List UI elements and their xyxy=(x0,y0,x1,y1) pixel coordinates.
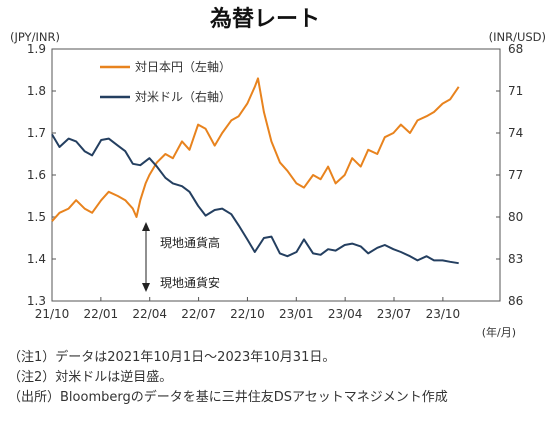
series-line-1 xyxy=(51,77,460,222)
right-tick-label: 71 xyxy=(508,84,523,98)
right-tick-label: 86 xyxy=(508,294,523,308)
x-tick-label: 22/04 xyxy=(132,307,167,321)
x-unit-label: (年/月) xyxy=(482,325,516,339)
left-axis-label: (JPY/INR) xyxy=(10,30,60,44)
left-tick-label: 1.8 xyxy=(27,84,46,98)
footnotes: （注1）データは2021年10月1日～2023年10月31日。 （注2）対米ドル… xyxy=(8,348,448,408)
exchange-rate-chart: 為替レート (JPY/INR) (INR/USD) 1.9 1.8 1.7 1.6 1.5 1.… xyxy=(10,6,546,339)
footnote-1: （注1）データは2021年10月1日～2023年10月31日。 xyxy=(8,350,336,365)
x-tick-label: 22/10 xyxy=(230,307,265,321)
right-tick-label: 74 xyxy=(508,126,523,140)
right-tick-label: 68 xyxy=(508,42,523,56)
annotation-arrow-down xyxy=(142,283,150,292)
annotation-upper-label: 現地通貨高 xyxy=(160,235,220,250)
left-tick-label: 1.7 xyxy=(27,126,46,140)
x-tick-label: 23/10 xyxy=(426,307,461,321)
left-tick-label: 1.3 xyxy=(27,294,46,308)
source-note: （出所）Bloombergのデータを基に三井住友DSアセットマネジメント作成 xyxy=(8,390,448,405)
left-tick-label: 1.9 xyxy=(27,42,46,56)
left-tick-label: 1.6 xyxy=(27,168,46,182)
footnote-2: （注2）対米ドルは逆目盛。 xyxy=(8,370,173,385)
x-tick-label: 22/07 xyxy=(181,307,216,321)
legend-label-1: 対日本円（左軸） xyxy=(135,59,231,74)
annotation-arrow-up xyxy=(142,222,150,231)
annotation-lower-label: 現地通貨安 xyxy=(160,275,220,290)
right-tick-label: 83 xyxy=(508,252,523,266)
chart-title: 為替レート xyxy=(210,6,320,32)
x-tick-label: 21/10 xyxy=(35,307,70,321)
right-tick-label: 77 xyxy=(508,168,523,182)
series-line-2 xyxy=(51,133,459,265)
plot-frame xyxy=(51,48,501,302)
x-tick-label: 23/01 xyxy=(279,307,314,321)
right-tick-label: 80 xyxy=(508,210,523,224)
x-tick-label: 23/07 xyxy=(377,307,412,321)
legend-label-2: 対米ドル（右軸） xyxy=(135,89,231,104)
right-axis-label: (INR/USD) xyxy=(489,30,546,44)
left-tick-label: 1.4 xyxy=(27,252,46,266)
left-tick-label: 1.5 xyxy=(27,210,46,224)
x-tick-label: 23/04 xyxy=(328,307,363,321)
x-tick-label: 22/01 xyxy=(84,307,119,321)
